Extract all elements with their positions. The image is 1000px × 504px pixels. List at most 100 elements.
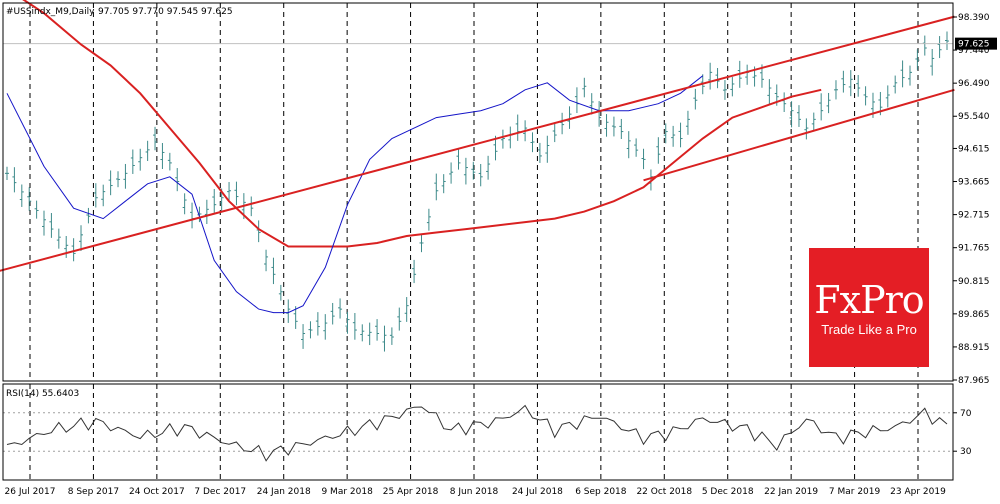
price-bar [471, 161, 476, 180]
price-bar [234, 181, 239, 206]
price-bar [367, 322, 372, 346]
price-bar [345, 311, 350, 334]
rsi-line [6, 404, 948, 462]
price-bar [567, 106, 572, 129]
x-tick-label: 24 Oct 2017 [129, 487, 185, 497]
price-bar [708, 62, 713, 90]
price-bar [426, 208, 431, 231]
price-bar [360, 324, 365, 342]
y-tick-label: 96.490 [958, 79, 990, 89]
price-bar [515, 114, 520, 141]
x-tick-label: 24 Jan 2018 [257, 487, 311, 497]
price-bar [138, 148, 143, 171]
price-bar [456, 149, 461, 170]
price-bar [722, 80, 727, 100]
price-bar [108, 170, 113, 196]
price-bar [730, 77, 735, 97]
x-tick-label: 8 Sep 2017 [68, 487, 119, 497]
price-bar [441, 174, 446, 194]
price-bar [12, 167, 17, 193]
price-bar [71, 238, 76, 262]
y-tick-label: 93.665 [958, 178, 990, 188]
price-bar [278, 284, 283, 301]
y-tick-label: 87.965 [958, 376, 990, 386]
price-bar [286, 299, 291, 323]
rsi-panel-frame [2, 383, 954, 481]
x-tick-label: 25 Apr 2018 [383, 487, 439, 497]
x-tick-label: 24 Jul 2018 [512, 487, 563, 497]
price-bar [175, 168, 180, 192]
price-bar [301, 324, 306, 349]
price-bar [204, 199, 209, 225]
price-bar [412, 259, 417, 284]
price-bar [153, 126, 158, 151]
axes: 26 Jul 2017 8 Sep 2017 24 Oct 2017 7 Dec 20… [5, 13, 997, 497]
rsi-panel [3, 404, 953, 462]
price-bar [86, 207, 91, 224]
trendline [643, 88, 955, 182]
x-tick-label: 7 Mar 2019 [829, 487, 881, 497]
price-bar [885, 85, 890, 108]
price-bar [352, 313, 357, 340]
price-bar [782, 92, 787, 113]
rsi-tick-label: 70 [960, 409, 972, 419]
price-bar [619, 118, 624, 140]
price-bar [537, 142, 542, 163]
y-tick-label: 97.440 [958, 46, 990, 56]
indicator-lines [0, 0, 955, 314]
price-bar [93, 183, 98, 208]
price-bar [227, 182, 232, 201]
price-bar [604, 114, 609, 137]
price-bar [530, 132, 535, 153]
price-bar [804, 118, 809, 140]
price-bar [34, 200, 39, 219]
price-bar [663, 123, 668, 144]
price-bar [656, 137, 661, 164]
price-bar [49, 213, 54, 238]
price-bar [308, 321, 313, 339]
price-bar [271, 257, 276, 285]
price-bar [552, 123, 557, 143]
price-bar [389, 327, 394, 345]
fxpro-badge: FxPro Trade Like a Pro [809, 248, 929, 367]
price-bar [116, 171, 121, 188]
x-tick-label: 7 Dec 2017 [194, 487, 246, 497]
price-bar [685, 110, 690, 135]
price-bar [945, 31, 949, 51]
frames [2, 2, 954, 481]
price-bar [811, 112, 816, 131]
price-bar [915, 49, 920, 70]
price-bar [5, 166, 9, 180]
price-bar [900, 60, 905, 88]
price-bar [42, 210, 47, 236]
price-bar [641, 148, 646, 170]
price-bar [397, 307, 402, 331]
price-bar [419, 233, 424, 253]
price-bar [160, 142, 165, 169]
price-bar [508, 126, 513, 149]
y-tick-label: 89.865 [958, 310, 990, 320]
price-bar [249, 196, 254, 217]
price-bar [56, 228, 61, 249]
price-bar [841, 70, 846, 93]
price-bar [634, 138, 639, 157]
grid [29, 3, 919, 480]
price-bar [796, 105, 801, 127]
current-price-tag [955, 37, 997, 50]
price-bar [693, 88, 698, 110]
price-bar [463, 157, 468, 185]
price-bar [375, 319, 380, 341]
price-bar [212, 188, 217, 213]
price-bar [338, 298, 343, 319]
price-bar [145, 140, 150, 162]
y-tick-label: 90.815 [958, 277, 990, 287]
price-bar [182, 193, 187, 215]
price-bar [27, 187, 32, 211]
price-bar [715, 67, 720, 89]
x-tick-label: 26 Jul 2017 [5, 487, 56, 497]
y-tick-label: 88.915 [958, 343, 990, 353]
x-tick-label: 5 Dec 2018 [702, 487, 754, 497]
price-bar [589, 93, 594, 115]
price-bar [478, 163, 483, 187]
